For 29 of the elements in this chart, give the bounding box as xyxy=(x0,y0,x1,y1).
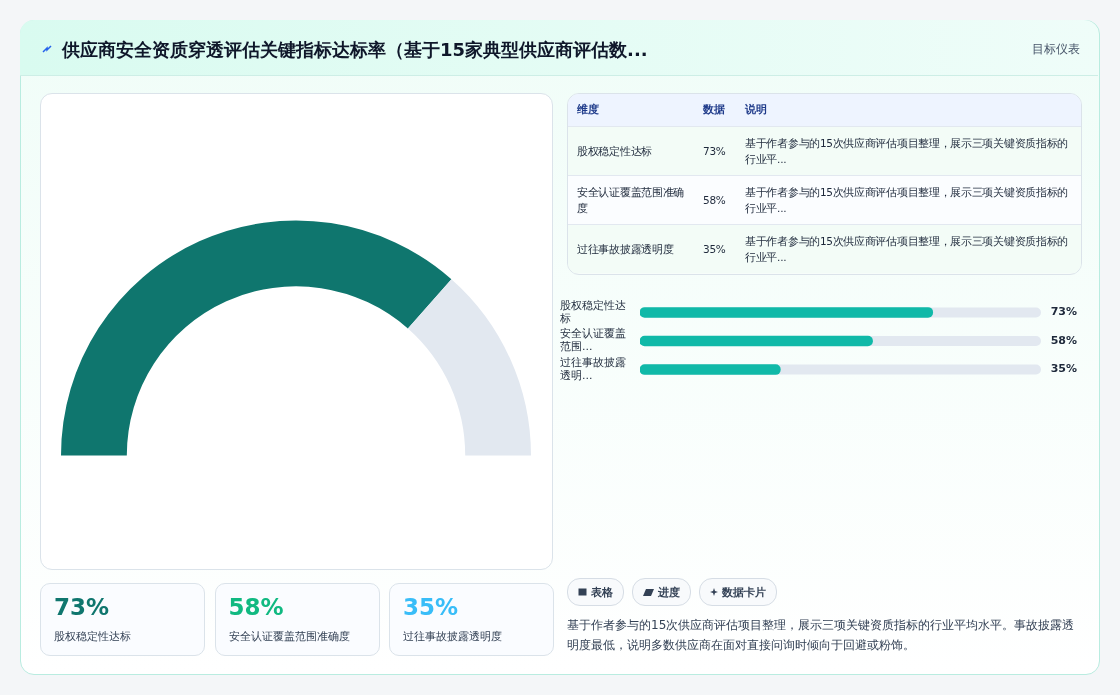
data-label: 73% xyxy=(1050,305,1077,319)
text: 目标仪表 xyxy=(1032,41,1080,58)
chart-title: 供应商安全资质穿透评估关键指标达标率（基于15家典型供应商评估数... xyxy=(62,38,648,62)
category-label: 安全认证覆盖范围准确度 xyxy=(568,175,694,225)
y-tick-label: 过往事故披露透明... xyxy=(560,355,626,382)
data-label: 35% xyxy=(1050,362,1077,376)
text: 58% xyxy=(703,194,726,206)
text: 35% xyxy=(403,594,459,620)
text: 数据卡片 xyxy=(722,584,766,600)
category-label: 股权稳定性达标 xyxy=(54,629,131,644)
text: 73% xyxy=(703,145,726,157)
text: 基于作者参与的15次供应商评估项目整理，展示三项关键资质指标的行业平均水平。事故披露透明度最低，说明多数供应商在面对直接问询时倾向于回避或粉饰。 xyxy=(567,617,1076,654)
category-label: 过往事故披露透明度 xyxy=(568,224,694,273)
category-label: 过往事故披露透明度 xyxy=(403,629,502,644)
text: 维度 xyxy=(568,94,694,127)
text: 表格 xyxy=(591,584,613,600)
text: 基于作者参与的15次供应商评估项目整理，展示三项关键资质指标的行业平... xyxy=(736,175,1081,225)
y-tick-label: 安全认证覆盖范围... xyxy=(560,327,626,354)
text: 73% xyxy=(54,594,110,620)
text: 58% xyxy=(228,594,284,620)
text: 基于作者参与的15次供应商评估项目整理，展示三项关键资质指标的行业平... xyxy=(736,126,1081,176)
y-tick-label: 股权稳定性达标 xyxy=(559,298,626,325)
text: 说明 xyxy=(736,94,1081,127)
text: 进度 xyxy=(658,584,680,600)
text: 基于作者参与的15次供应商评估项目整理，展示三项关键资质指标的行业平... xyxy=(736,224,1081,273)
category-label: 安全认证覆盖范围准确度 xyxy=(228,629,350,644)
text: 数据 xyxy=(694,94,736,127)
data-label: 58% xyxy=(1050,333,1077,347)
text: 35% xyxy=(703,243,726,255)
